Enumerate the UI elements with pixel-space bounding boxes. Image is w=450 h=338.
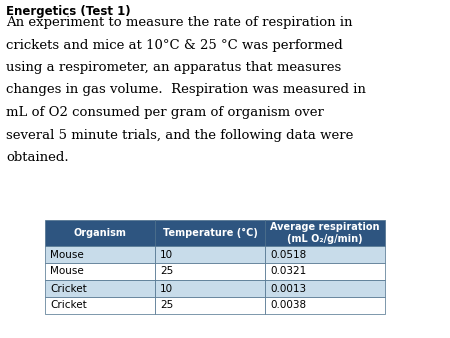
Bar xyxy=(155,280,265,297)
Text: several 5 minute trials, and the following data were: several 5 minute trials, and the followi… xyxy=(6,128,353,142)
Text: crickets and mice at 10°C & 25 °C was performed: crickets and mice at 10°C & 25 °C was pe… xyxy=(6,39,343,51)
Text: 10: 10 xyxy=(160,284,173,293)
Bar xyxy=(265,280,385,297)
Bar xyxy=(45,297,155,314)
Bar xyxy=(265,246,385,263)
Bar xyxy=(265,220,385,246)
Text: 0.0321: 0.0321 xyxy=(270,266,306,276)
Text: 10: 10 xyxy=(160,249,173,260)
Text: Average respiration
(mL O₂/g/min): Average respiration (mL O₂/g/min) xyxy=(270,222,380,244)
Text: 25: 25 xyxy=(160,300,173,311)
Text: Cricket: Cricket xyxy=(50,284,87,293)
Bar xyxy=(45,263,155,280)
Text: Cricket: Cricket xyxy=(50,300,87,311)
Text: changes in gas volume.  Respiration was measured in: changes in gas volume. Respiration was m… xyxy=(6,83,366,97)
Bar xyxy=(265,263,385,280)
Text: Mouse: Mouse xyxy=(50,266,84,276)
Bar xyxy=(155,246,265,263)
Bar xyxy=(155,220,265,246)
Text: Mouse: Mouse xyxy=(50,249,84,260)
Text: mL of O2 consumed per gram of organism over: mL of O2 consumed per gram of organism o… xyxy=(6,106,324,119)
Bar xyxy=(265,297,385,314)
Bar xyxy=(155,297,265,314)
Text: 25: 25 xyxy=(160,266,173,276)
Bar xyxy=(45,246,155,263)
Text: obtained.: obtained. xyxy=(6,151,68,164)
Bar xyxy=(155,263,265,280)
Text: An experiment to measure the rate of respiration in: An experiment to measure the rate of res… xyxy=(6,16,352,29)
Text: Temperature (°C): Temperature (°C) xyxy=(162,228,257,238)
Text: using a respirometer, an apparatus that measures: using a respirometer, an apparatus that … xyxy=(6,61,341,74)
Text: Energetics (Test 1): Energetics (Test 1) xyxy=(6,5,130,18)
Bar xyxy=(45,280,155,297)
Bar xyxy=(45,220,155,246)
Text: 0.0038: 0.0038 xyxy=(270,300,306,311)
Text: 0.0013: 0.0013 xyxy=(270,284,306,293)
Text: 0.0518: 0.0518 xyxy=(270,249,306,260)
Text: Organism: Organism xyxy=(73,228,126,238)
